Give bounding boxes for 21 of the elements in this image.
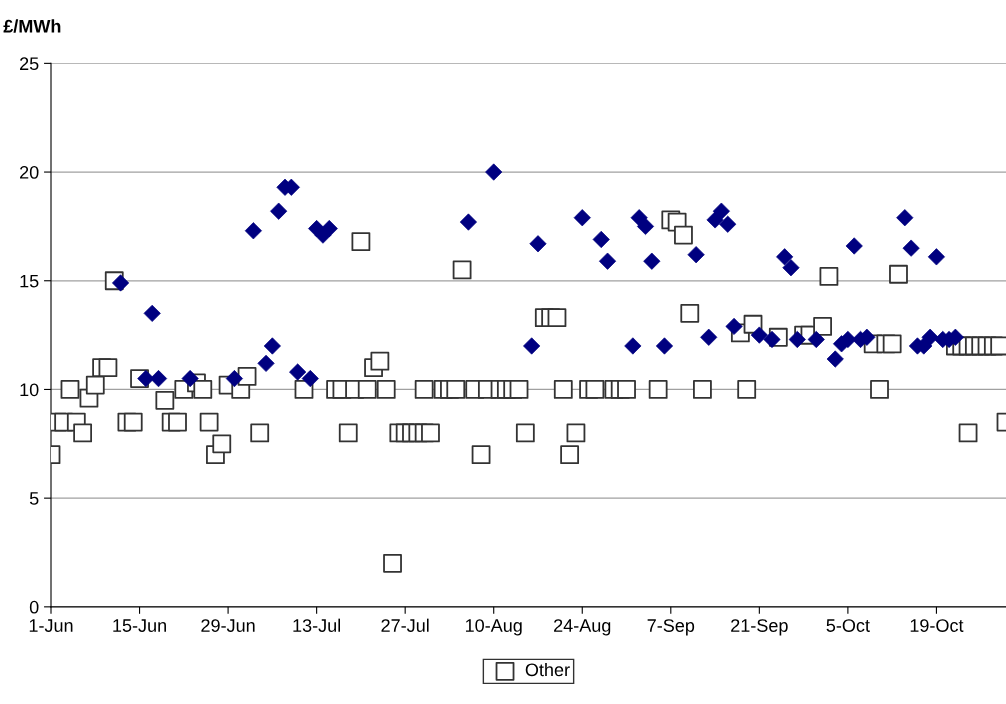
y-tick-label: 0: [29, 600, 39, 614]
point: [636, 217, 655, 235]
x-tick-label: 29-Jun: [201, 619, 255, 632]
y-tick-label: 25: [20, 57, 39, 71]
x-tick-label: 19-Oct: [910, 619, 964, 632]
y-tick-label: 10: [20, 383, 39, 397]
x-tick-label: 5-Oct: [826, 619, 870, 632]
legend-label: Other: [525, 662, 570, 677]
x-tick-label: 15-Jun: [113, 619, 166, 632]
x-tick-label: 27-Jul: [381, 618, 429, 632]
x-tick-label: 1-Jun: [29, 619, 73, 632]
y-tick-label: 15: [20, 274, 39, 288]
y-tick-label: 5: [29, 492, 39, 505]
point: [225, 370, 243, 388]
x-tick-label: 10-Aug: [465, 619, 522, 636]
x-tick-label: 24-Aug: [554, 619, 611, 636]
y-axis-title: £/MWh: [3, 19, 61, 33]
x-tick-label: 21-Sep: [731, 619, 788, 636]
y-tick-label: 20: [20, 165, 39, 179]
x-tick-label: 13-Jul: [293, 618, 341, 632]
x-tick-label: 7-Sep: [647, 619, 695, 636]
